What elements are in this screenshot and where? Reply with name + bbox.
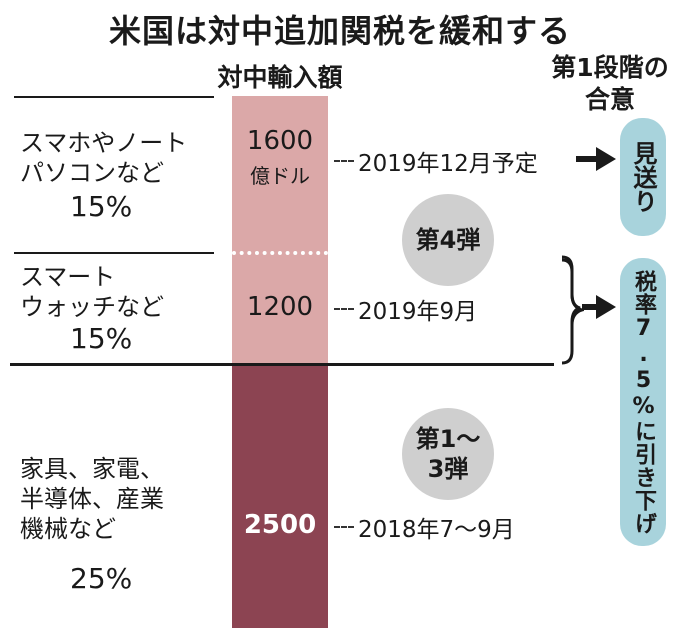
category-label-line: 半導体、産業 [20,485,164,513]
import-bar-light [232,96,328,364]
top-divider [14,96,214,98]
import-amount: 1600 [246,126,314,156]
outcome-reduced-rate-pill: 税率7.5%に引き下げ [620,258,666,546]
import-value-header: 対中輸入額 [217,63,343,92]
effective-date: 2019年9月 [358,299,478,325]
outcome-reduced-rate-label: 税率7.5%に引き下げ [631,269,656,535]
curly-brace-icon [561,255,584,365]
agreement-header: 第1段階の 合意 [540,52,680,116]
tariff-rate: 15% [70,322,133,355]
arrow-right-icon [582,295,616,319]
thick-divider [10,363,554,366]
outcome-postponed-pill: 見送り [620,118,666,236]
category-label-line: 家具、家電、 [20,455,164,483]
category-label-line: スマート [20,263,116,291]
brace-shape [561,255,584,365]
leader-line [334,160,354,162]
tranche-1-3-circle: 第1〜 3弾 [402,408,494,500]
tranche-4-circle: 第4弾 [402,194,494,286]
category-label-line: 機械など [20,515,116,543]
category-smartphones: スマホやノート パソコンなど [20,128,225,188]
agreement-header-line2: 合意 [584,85,635,114]
outcome-postponed-label: 見送り [629,141,657,213]
leader-line [334,526,354,528]
import-amount: 1200 [246,292,314,322]
tranche-4-label: 第4弾 [415,226,481,254]
tariff-rate: 15% [70,190,133,223]
amount-unit: 億ドル [250,164,310,188]
middle-divider [14,252,214,254]
category-label-line: スマホやノート [20,129,188,157]
category-smartwatches: スマート ウォッチなど [20,262,225,322]
tranche-1-3-label-line: 3弾 [427,455,469,483]
import-amount: 2500 [243,510,317,540]
category-label-line: パソコンなど [20,159,164,187]
effective-date: 2019年12月予定 [358,151,538,177]
diagram-title: 米国は対中追加関税を緩和する [108,12,571,50]
arrow-right-icon [576,147,616,171]
tariff-rate: 25% [70,562,133,595]
leader-line [334,308,354,310]
effective-date: 2018年7〜9月 [358,517,515,543]
category-furniture-appliances: 家具、家電、 半導体、産業 機械など [20,454,225,544]
tranche-1-3-label-line: 第1〜 [415,425,481,453]
agreement-header-line1: 第1段階の [551,53,669,82]
import-bar-dark [232,364,328,628]
dotted-divider [232,251,328,255]
category-label-line: ウォッチなど [20,293,164,321]
